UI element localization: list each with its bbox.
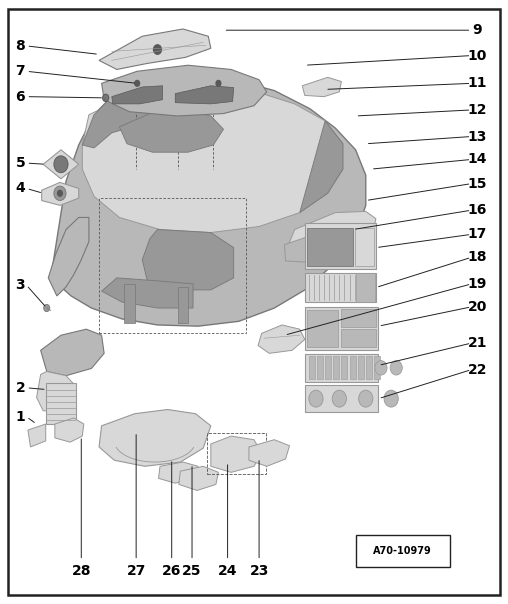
Polygon shape: [284, 231, 366, 263]
Polygon shape: [178, 287, 188, 323]
Bar: [305, 273, 376, 302]
Text: 6: 6: [16, 89, 25, 104]
Polygon shape: [55, 418, 84, 442]
Text: 28: 28: [72, 564, 91, 578]
Polygon shape: [300, 121, 343, 213]
Bar: [341, 309, 376, 327]
Text: 19: 19: [468, 277, 487, 291]
Polygon shape: [302, 77, 341, 97]
Text: 4: 4: [15, 181, 25, 196]
Polygon shape: [99, 410, 211, 466]
Text: 2: 2: [15, 381, 25, 395]
Bar: [325, 356, 331, 379]
Polygon shape: [112, 86, 163, 104]
Text: 16: 16: [468, 203, 487, 217]
Bar: [305, 223, 376, 269]
Circle shape: [103, 94, 109, 101]
Text: 18: 18: [468, 250, 487, 265]
Polygon shape: [43, 150, 79, 179]
Polygon shape: [124, 284, 135, 323]
Polygon shape: [37, 371, 76, 412]
Bar: [356, 273, 375, 302]
Circle shape: [216, 80, 221, 86]
Circle shape: [44, 304, 50, 312]
Text: 5: 5: [15, 156, 25, 170]
Text: 22: 22: [468, 362, 487, 377]
Bar: [356, 535, 450, 567]
Bar: [358, 356, 364, 379]
Polygon shape: [48, 217, 89, 296]
Polygon shape: [142, 230, 234, 290]
Circle shape: [375, 361, 387, 375]
Text: 21: 21: [468, 336, 487, 350]
Polygon shape: [249, 440, 290, 466]
Circle shape: [57, 190, 62, 196]
Polygon shape: [179, 466, 218, 490]
Text: 13: 13: [468, 129, 487, 144]
Text: 9: 9: [473, 23, 482, 37]
Polygon shape: [289, 211, 376, 245]
Text: 25: 25: [182, 564, 202, 578]
Polygon shape: [82, 82, 152, 148]
Text: 12: 12: [468, 103, 487, 117]
Text: 8: 8: [15, 39, 25, 53]
Circle shape: [390, 361, 402, 375]
Text: 24: 24: [218, 564, 237, 578]
Polygon shape: [102, 65, 267, 116]
Text: 20: 20: [468, 300, 487, 314]
Circle shape: [153, 45, 162, 54]
Polygon shape: [102, 278, 193, 308]
Bar: [305, 307, 378, 350]
Polygon shape: [175, 86, 234, 104]
Polygon shape: [28, 424, 46, 447]
Bar: [305, 385, 378, 412]
Polygon shape: [42, 182, 79, 205]
Bar: [305, 354, 378, 382]
Text: 17: 17: [468, 227, 487, 242]
Bar: [341, 329, 376, 347]
Polygon shape: [211, 436, 262, 472]
Text: 26: 26: [162, 564, 181, 578]
Bar: [46, 383, 76, 424]
Text: 3: 3: [16, 278, 25, 292]
Polygon shape: [99, 29, 211, 69]
Polygon shape: [158, 462, 198, 483]
Bar: [350, 356, 356, 379]
Text: 14: 14: [468, 152, 487, 167]
Bar: [99, 198, 246, 333]
Circle shape: [54, 186, 66, 201]
Polygon shape: [258, 325, 305, 353]
Bar: [309, 356, 315, 379]
Polygon shape: [51, 77, 366, 326]
Text: A70-10979: A70-10979: [373, 546, 432, 556]
Polygon shape: [119, 110, 224, 152]
Circle shape: [332, 390, 346, 407]
Text: 23: 23: [249, 564, 269, 578]
Bar: [317, 356, 323, 379]
Circle shape: [135, 80, 140, 86]
Text: 7: 7: [16, 64, 25, 79]
Bar: [366, 356, 372, 379]
Text: 10: 10: [468, 48, 487, 63]
Bar: [374, 356, 380, 379]
Circle shape: [54, 156, 68, 173]
Bar: [307, 310, 338, 347]
Bar: [355, 228, 374, 266]
Text: 1: 1: [15, 410, 25, 424]
Text: 15: 15: [468, 176, 487, 191]
Text: 27: 27: [126, 564, 146, 578]
Bar: [341, 356, 347, 379]
Bar: [333, 356, 339, 379]
Circle shape: [359, 390, 373, 407]
Polygon shape: [82, 83, 343, 233]
Polygon shape: [41, 329, 104, 376]
Bar: [207, 433, 266, 474]
Circle shape: [384, 390, 398, 407]
Bar: [307, 228, 353, 266]
Text: 11: 11: [468, 76, 487, 91]
Circle shape: [309, 390, 323, 407]
